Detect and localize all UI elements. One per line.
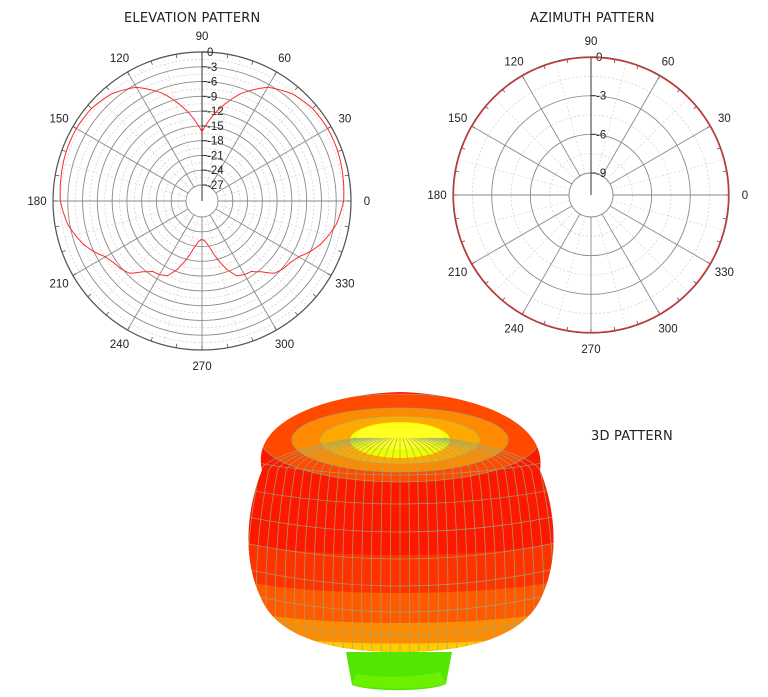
- elevation-angle-tick: 240: [110, 339, 129, 351]
- elevation-trace: [59, 86, 345, 277]
- azimuth-radial-tick: -6: [596, 129, 606, 141]
- elevation-angle-tick: 150: [50, 114, 69, 126]
- elevation-angle-tick: 60: [278, 53, 291, 65]
- elevation-radial-tick: -9: [207, 91, 217, 103]
- elevation-radial-tick: -24: [207, 165, 224, 177]
- elevation-angle-tick: 90: [196, 31, 209, 43]
- elevation-angle-tick: 30: [338, 114, 351, 126]
- elevation-radial-tick: -15: [207, 121, 224, 133]
- azimuth-angle-tick: 300: [658, 323, 677, 335]
- elevation-angle-tick: 300: [275, 339, 294, 351]
- azimuth-angle-tick: 330: [715, 267, 734, 279]
- azimuth-angle-tick: 90: [585, 36, 598, 48]
- elevation-polar-chart: 0-3-6-9-12-15-18-21-24-27030609012015018…: [27, 31, 370, 373]
- elevation-radial-tick: -27: [207, 180, 224, 192]
- elevation-angle-tick: 330: [335, 279, 354, 291]
- elevation-angle-tick: 270: [192, 361, 211, 373]
- elevation-radial-tick: -3: [207, 62, 217, 74]
- azimuth-angle-tick: 180: [427, 190, 446, 202]
- azimuth-angle-tick: 270: [581, 344, 600, 356]
- azimuth-angle-tick: 120: [504, 57, 523, 69]
- azimuth-angle-tick: 240: [504, 323, 523, 335]
- azimuth-radial-tick: -9: [596, 168, 606, 180]
- elevation-title: ELEVATION PATTERN: [124, 11, 261, 26]
- azimuth-angle-tick: 150: [448, 113, 467, 125]
- elevation-radial-tick: -6: [207, 77, 217, 89]
- elevation-angle-tick: 210: [50, 279, 69, 291]
- elevation-angle-tick: 120: [110, 53, 129, 65]
- 3d-pattern-title: 3D PATTERN: [591, 429, 673, 444]
- elevation-radial-tick: -18: [207, 136, 224, 148]
- elevation-grid: 0-3-6-9-12-15-18-21-24-27030609012015018…: [27, 31, 370, 373]
- elevation-angle-tick: 0: [364, 196, 370, 208]
- azimuth-trace: [453, 57, 729, 333]
- elevation-radial-tick: -21: [207, 150, 224, 162]
- elevation-radial-tick: 0: [207, 47, 213, 59]
- azimuth-angle-tick: 30: [718, 113, 731, 125]
- azimuth-angle-tick: 0: [742, 190, 748, 202]
- elevation-angle-tick: 180: [27, 196, 46, 208]
- azimuth-title: AZIMUTH PATTERN: [530, 11, 655, 26]
- azimuth-angle-tick: 210: [448, 267, 467, 279]
- azimuth-radial-tick: -3: [596, 91, 606, 103]
- azimuth-angle-tick: 60: [662, 57, 675, 69]
